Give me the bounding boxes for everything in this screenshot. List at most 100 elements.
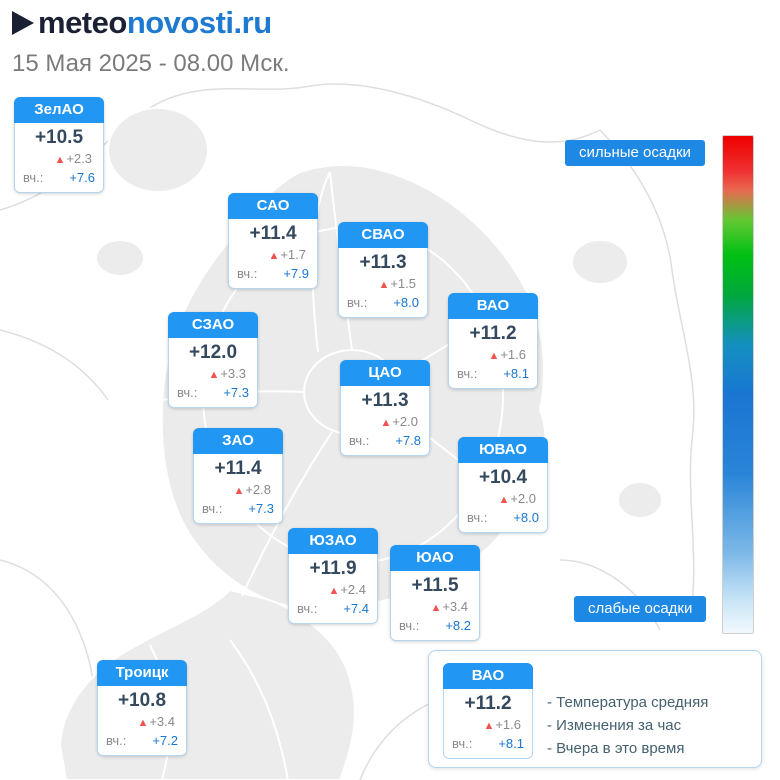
district-temp: +11.4 [249,223,297,244]
district-yesterday: вч.: +7.8 [341,432,429,450]
district-yesterday: вч.: +8.0 [459,509,547,527]
yesterday-value: +7.8 [395,433,421,448]
district-card-uzao[interactable]: ЮЗАО +11.9 ▲+2.4 вч.: +7.4 [288,528,378,624]
district-name: ЦАО [340,360,430,386]
district-card-body: +11.4 ▲+1.7 вч.: +7.9 [228,219,318,289]
district-change-value: +1.5 [390,276,416,291]
district-temp: +11.3 [359,252,407,273]
district-card-body: +12.0 ▲+3.3 вч.: +7.3 [168,338,258,408]
district-name: ЮЗАО [288,528,378,554]
logo-icon [12,11,34,35]
district-yesterday: вч.: +7.4 [289,600,377,618]
district-change: ▲+2.3 [15,150,103,169]
yesterday-label: вч.: [202,501,223,516]
site-logo[interactable]: meteonovosti.ru [10,6,272,40]
district-temp: +11.2 [464,693,512,714]
district-change: ▲+3.4 [98,713,186,732]
district-change: ▲+1.7 [229,246,317,265]
district-name: СВАО [338,222,428,248]
logo-suffix: novosti.ru [126,5,272,40]
district-yesterday: вч.: +7.3 [194,500,282,518]
district-name: СЗАО [168,312,258,338]
district-card-body: +10.5 ▲+2.3 вч.: +7.6 [14,123,104,193]
yesterday-label: вч.: [399,618,420,633]
district-change-value: +1.6 [495,717,521,732]
up-triangle-icon: ▲ [233,485,245,497]
district-temp: +10.5 [34,127,84,148]
district-card-body: +11.3 ▲+1.5 вч.: +8.0 [338,248,428,318]
district-name: ЗелАО [14,97,104,123]
legend-line-yesterday: - Вчера в это время [547,740,685,757]
district-card-body: +11.9 ▲+2.4 вч.: +7.4 [288,554,378,624]
district-card-svao[interactable]: СВАО +11.3 ▲+1.5 вч.: +8.0 [338,222,428,318]
legend-descriptions: - Температура средняя - Изменения за час… [547,691,708,760]
yesterday-value: +7.9 [283,266,309,281]
yesterday-value: +8.1 [503,366,529,381]
district-card-troitsk[interactable]: Троицк +10.8 ▲+3.4 вч.: +7.2 [97,660,187,756]
district-card-zao[interactable]: ЗАО +11.4 ▲+2.8 вч.: +7.3 [193,428,283,524]
legend-example-card: ВАО +11.2 ▲+1.6 вч.: +8.1 [443,663,533,759]
district-name: ЮВАО [458,437,548,463]
district-yesterday: вч.: +8.0 [339,294,427,312]
district-yesterday: вч.: +8.1 [444,735,532,753]
district-change-value: +3.4 [149,714,175,729]
district-card-body: +10.4 ▲+2.0 вч.: +8.0 [458,463,548,533]
district-change: ▲+2.0 [341,413,429,432]
district-change-value: +1.7 [280,247,306,262]
district-yesterday: вч.: +7.2 [98,732,186,750]
up-triangle-icon: ▲ [380,417,392,429]
district-card-uao[interactable]: ЮАО +11.5 ▲+3.4 вч.: +8.2 [390,545,480,641]
district-name: САО [228,193,318,219]
district-temp: +10.8 [117,690,167,711]
up-triangle-icon: ▲ [498,494,510,506]
district-card-szao[interactable]: СЗАО +12.0 ▲+3.3 вч.: +7.3 [168,312,258,408]
district-yesterday: вч.: +7.3 [169,384,257,402]
district-yesterday: вч.: +7.9 [229,265,317,283]
yesterday-value: +8.0 [393,295,419,310]
district-change-value: +3.3 [220,366,246,381]
yesterday-value: +7.2 [152,733,178,748]
yesterday-value: +8.1 [498,736,524,751]
yesterday-value: +8.2 [445,618,471,633]
up-triangle-icon: ▲ [430,602,442,614]
precipitation-scale [722,135,754,634]
district-name: ВАО [448,293,538,319]
up-triangle-icon: ▲ [54,154,66,166]
district-change: ▲+3.3 [169,365,257,384]
strong-precipitation-label: сильные осадки [565,140,705,166]
district-card-body: +11.4 ▲+2.8 вч.: +7.3 [193,454,283,524]
district-card-vao[interactable]: ВАО +11.2 ▲+1.6 вч.: +8.1 [448,293,538,389]
yesterday-value: +8.0 [513,510,539,525]
district-card-body: +11.2 ▲+1.6 вч.: +8.1 [448,319,538,389]
yesterday-label: вч.: [452,736,473,751]
district-card-uvao[interactable]: ЮВАО +10.4 ▲+2.0 вч.: +8.0 [458,437,548,533]
weak-precipitation-label: слабые осадки [574,596,707,622]
district-temp: +11.4 [214,458,262,479]
yesterday-label: вч.: [297,601,318,616]
district-change-value: +2.4 [340,582,366,597]
up-triangle-icon: ▲ [137,717,149,729]
district-yesterday: вч.: +8.2 [391,617,479,635]
district-change-value: +1.6 [500,347,526,362]
district-change-value: +2.0 [392,414,418,429]
district-change: ▲+2.4 [289,581,377,600]
up-triangle-icon: ▲ [268,250,280,262]
district-card-sao[interactable]: САО +11.4 ▲+1.7 вч.: +7.9 [228,193,318,289]
district-change: ▲+1.5 [339,275,427,294]
district-change: ▲+2.8 [194,481,282,500]
district-card-body: +11.5 ▲+3.4 вч.: +8.2 [390,571,480,641]
district-card-zelao[interactable]: ЗелАО +10.5 ▲+2.3 вч.: +7.6 [14,97,104,193]
district-card-cao[interactable]: ЦАО +11.3 ▲+2.0 вч.: +7.8 [340,360,430,456]
legend-line-change: - Изменения за час [547,717,682,734]
district-name: Троицк [97,660,187,686]
date-time-label: 15 Мая 2025 - 08.00 Мск. [12,50,290,77]
district-name: ЗАО [193,428,283,454]
district-change-value: +2.8 [245,482,271,497]
district-temp: +12.0 [188,342,238,363]
up-triangle-icon: ▲ [328,585,340,597]
district-card-body: +10.8 ▲+3.4 вч.: +7.2 [97,686,187,756]
district-yesterday: вч.: +7.6 [15,169,103,187]
district-name: ВАО [443,663,533,689]
district-change-value: +3.4 [442,599,468,614]
yesterday-label: вч.: [347,295,368,310]
